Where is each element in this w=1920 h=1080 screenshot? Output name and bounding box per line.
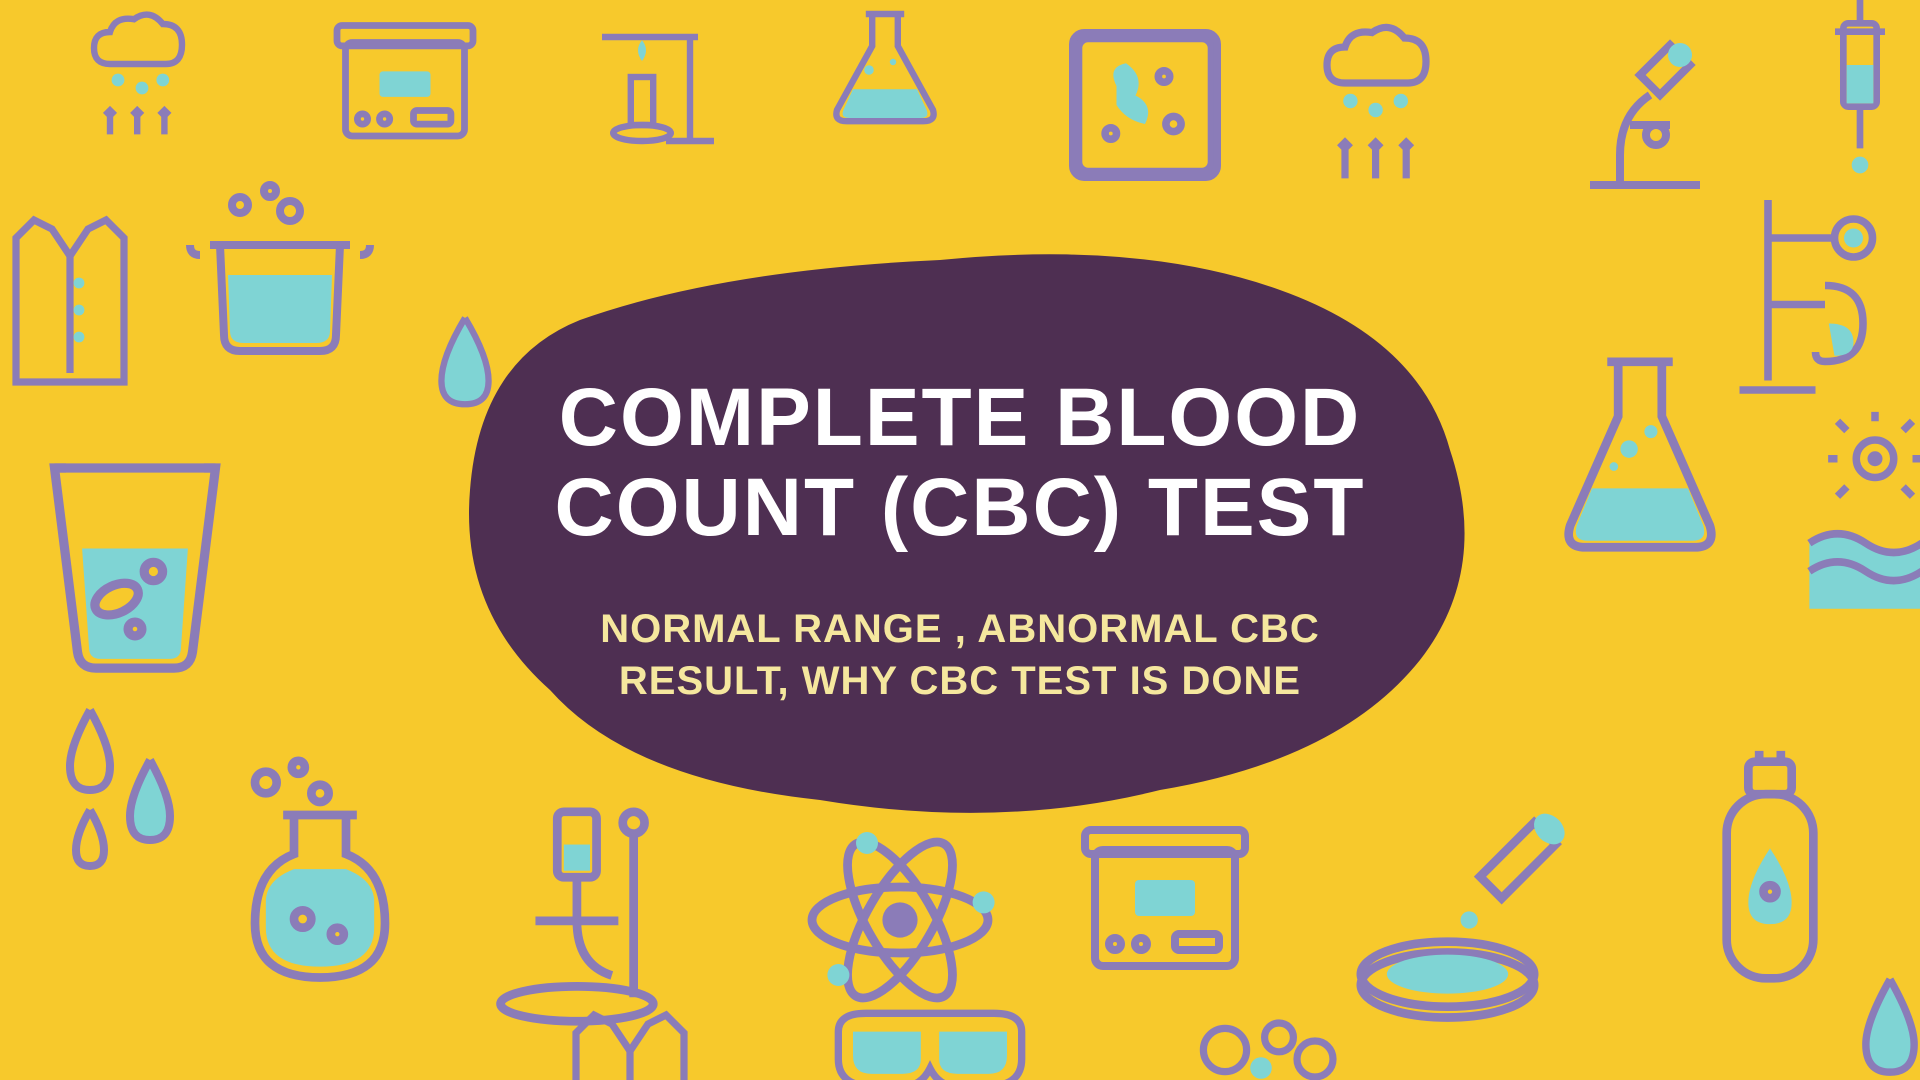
subtitle: NORMAL RANGE , ABNORMAL CBC RESULT, WHY …	[480, 603, 1440, 707]
rain-cloud-icon	[70, 0, 230, 160]
subtitle-line-2: RESULT, WHY CBC TEST IS DONE	[619, 659, 1301, 703]
boiling-pot-icon	[180, 170, 380, 380]
burner-stand-icon	[570, 0, 730, 170]
subtitle-line-1: NORMAL RANGE , ABNORMAL CBC	[600, 607, 1320, 651]
drops-icon	[1840, 970, 1920, 1080]
goggles-icon	[820, 995, 1040, 1080]
petri-microbe-icon	[1050, 10, 1240, 200]
gas-cylinder-icon	[1680, 740, 1860, 1000]
lab-coat-icon	[540, 1000, 720, 1080]
title-line-1: COMPLETE BLOOD	[559, 372, 1361, 463]
drops-icon	[40, 690, 200, 890]
title-line-2: COUNT (CBC) TEST	[555, 462, 1366, 553]
center-blob: COMPLETE BLOOD COUNT (CBC) TEST NORMAL R…	[420, 230, 1500, 850]
flask-reaction-icon	[210, 750, 430, 1010]
lab-coat-icon	[0, 200, 160, 420]
sun-waves-icon	[1800, 400, 1920, 630]
syringe-icon	[1790, 0, 1920, 190]
main-title: COMPLETE BLOOD COUNT (CBC) TEST	[475, 373, 1446, 553]
lab-machine-icon	[310, 0, 500, 170]
beaker-pill-icon	[20, 430, 250, 690]
flask-conical-icon	[1530, 340, 1750, 580]
rain-cloud-icon	[1300, 20, 1480, 200]
ring-stand-icon	[1730, 180, 1920, 410]
flask-triangle-icon	[800, 0, 970, 150]
bubbles-icon	[1180, 1000, 1360, 1080]
